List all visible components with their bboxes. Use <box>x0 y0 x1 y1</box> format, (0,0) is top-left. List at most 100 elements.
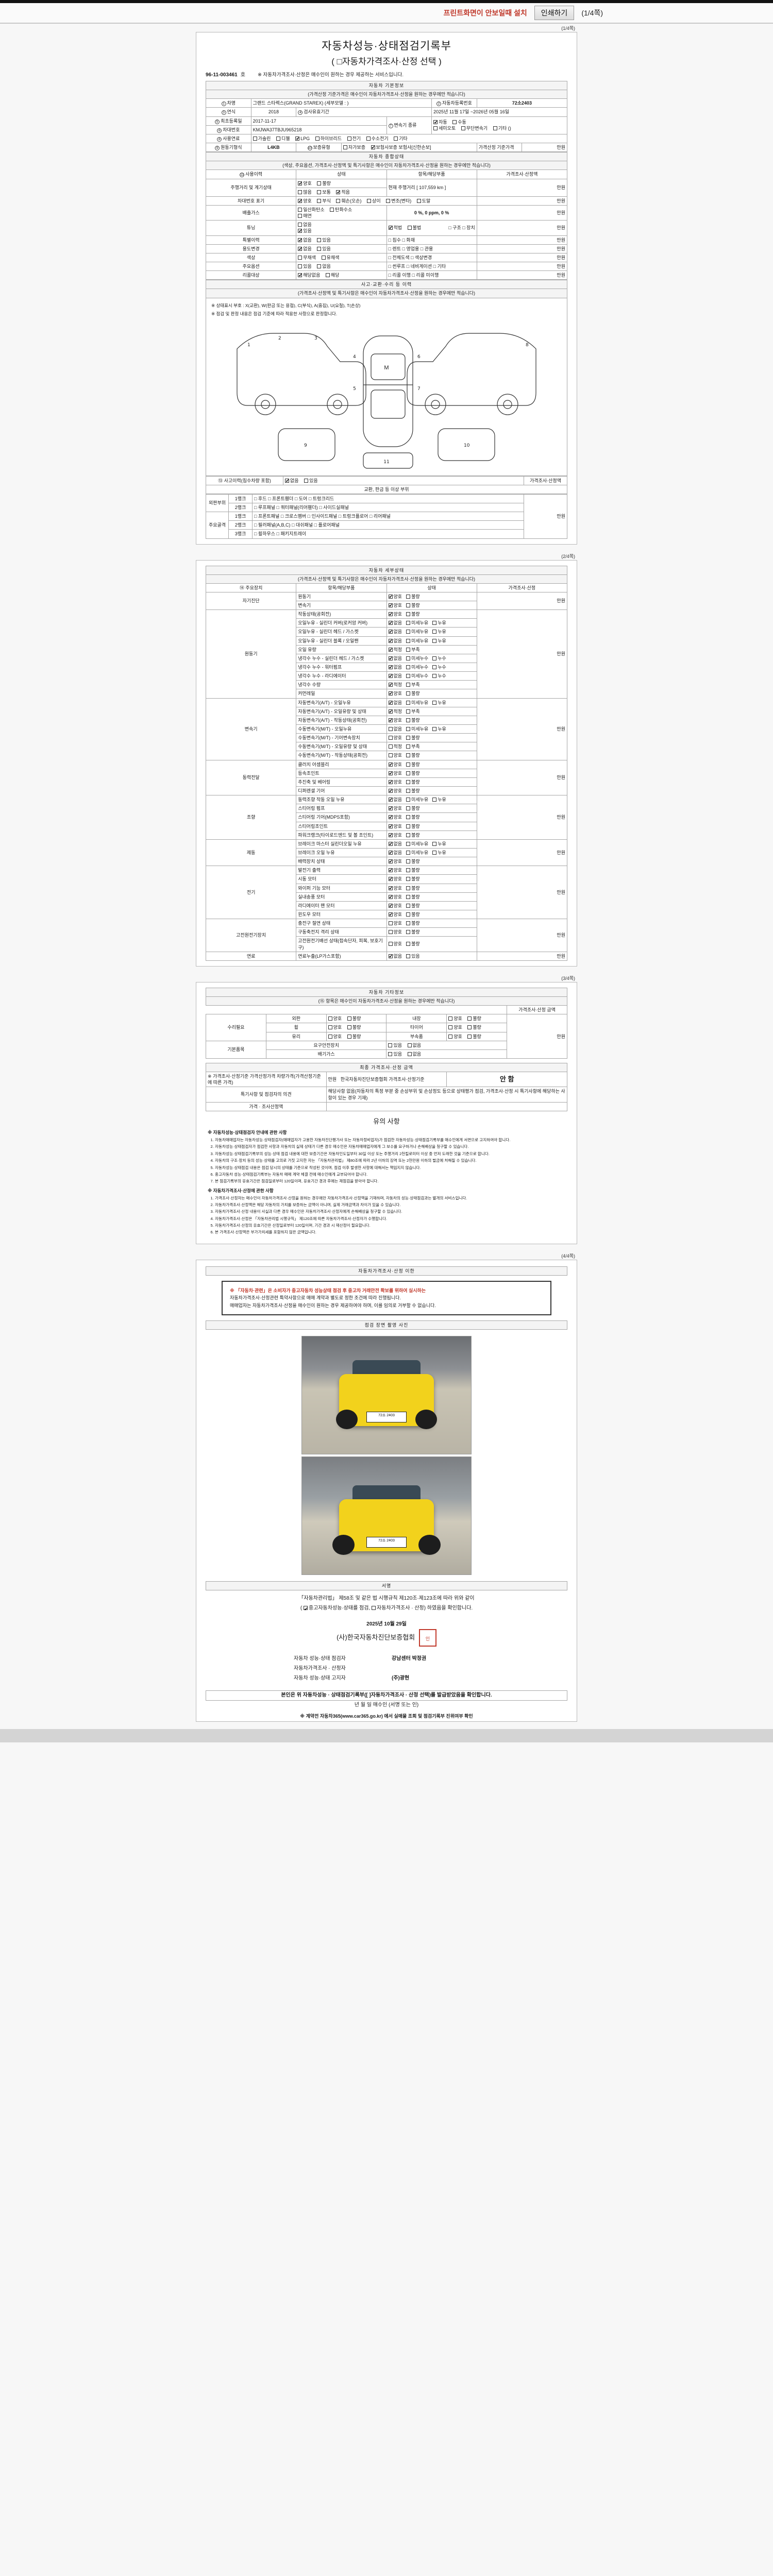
checkbox-fuel-diesel[interactable] <box>276 136 280 141</box>
checkbox-6-2-1[interactable] <box>406 886 411 890</box>
checkbox-warranty-insurer[interactable] <box>371 144 375 150</box>
checkbox-1-9-0[interactable] <box>388 690 393 697</box>
checkbox-transmission-auto[interactable] <box>433 119 438 125</box>
checkbox-6-3-0[interactable] <box>388 894 393 900</box>
checkbox-2-2-0[interactable] <box>388 717 393 723</box>
checkbox-emission-co[interactable] <box>298 207 303 212</box>
checkbox-accident-none[interactable] <box>285 478 290 484</box>
checkbox-7-1-0[interactable] <box>388 930 393 935</box>
checkbox-7-0-1[interactable] <box>406 921 411 926</box>
checkbox-1-5-0[interactable] <box>388 655 393 662</box>
checkbox-color-chromatic[interactable] <box>321 255 326 260</box>
checkbox-exterior-bad[interactable] <box>347 1016 351 1021</box>
checkbox-1-2-0[interactable] <box>388 629 393 635</box>
checkbox-fuel-lpg[interactable] <box>295 135 300 142</box>
checkbox-fuel-hydrogen[interactable] <box>366 136 371 141</box>
checkbox-7-0-0[interactable] <box>388 921 393 926</box>
checkbox-7-1-1[interactable] <box>406 930 411 935</box>
checkbox-options-yes[interactable] <box>298 264 303 268</box>
checkbox-mileage-good[interactable] <box>298 180 303 187</box>
checkbox-2-1-0[interactable] <box>388 708 393 715</box>
checkbox-special-yes[interactable] <box>317 238 322 242</box>
checkbox-6-0-0[interactable] <box>388 867 393 873</box>
checkbox-vin-different[interactable] <box>367 198 372 203</box>
checkbox-transmission-manual[interactable] <box>452 120 457 125</box>
checkbox-6-1-1[interactable] <box>406 877 411 882</box>
checkbox-vin-painted[interactable] <box>416 198 421 203</box>
checkbox-performance-check[interactable] <box>303 1605 308 1614</box>
checkbox-1-3-1[interactable] <box>406 638 411 643</box>
checkbox-1-9-1[interactable] <box>406 691 411 696</box>
checkbox-0-1-0[interactable] <box>388 602 393 608</box>
checkbox-8-0-0[interactable] <box>388 953 393 959</box>
checkbox-5-1-1[interactable] <box>406 851 411 855</box>
checkbox-3-2-0[interactable] <box>388 779 393 785</box>
checkbox-warranty-self[interactable] <box>343 145 347 149</box>
checkbox-1-1-0[interactable] <box>388 620 393 626</box>
checkbox-0-1-1[interactable] <box>406 603 411 608</box>
checkbox-1-5-2[interactable] <box>432 656 437 660</box>
checkbox-7-2-0[interactable] <box>388 942 393 946</box>
checkbox-1-4-0[interactable] <box>388 647 393 653</box>
checkbox-exhaust-no[interactable] <box>407 1052 412 1056</box>
checkbox-5-0-2[interactable] <box>432 841 437 846</box>
checkbox-vin-good[interactable] <box>298 198 303 204</box>
checkbox-transmission-other[interactable] <box>493 126 497 131</box>
checkbox-wheel-good[interactable] <box>328 1025 332 1030</box>
checkbox-price-survey[interactable] <box>372 1606 376 1611</box>
checkbox-usage-yes[interactable] <box>317 246 322 251</box>
checkbox-fuel-gasoline[interactable] <box>253 136 257 141</box>
checkbox-3-2-1[interactable] <box>406 779 411 784</box>
checkbox-mileage-many[interactable] <box>298 190 303 194</box>
checkbox-1-1-1[interactable] <box>406 621 411 625</box>
checkbox-6-5-1[interactable] <box>406 912 411 917</box>
checkbox-2-0-2[interactable] <box>432 700 437 705</box>
checkbox-3-1-0[interactable] <box>388 770 393 776</box>
checkbox-tire-bad[interactable] <box>467 1025 472 1030</box>
checkbox-transmission-cvt[interactable] <box>461 126 465 131</box>
checkbox-fuel-electric[interactable] <box>347 136 351 141</box>
checkbox-3-1-1[interactable] <box>406 771 411 775</box>
checkbox-fuel-hybrid[interactable] <box>315 136 320 141</box>
checkbox-6-4-1[interactable] <box>406 903 411 908</box>
checkbox-0-0-0[interactable] <box>388 594 393 600</box>
checkbox-exterior-good[interactable] <box>328 1016 332 1021</box>
checkbox-tuning-legal[interactable] <box>388 225 393 231</box>
checkbox-1-6-2[interactable] <box>432 665 437 670</box>
checkbox-options-no[interactable] <box>317 264 322 268</box>
checkbox-4-2-1[interactable] <box>406 815 411 820</box>
checkbox-0-0-1[interactable] <box>406 594 411 599</box>
checkbox-4-1-0[interactable] <box>388 805 393 811</box>
checkbox-4-0-1[interactable] <box>406 798 411 802</box>
checkbox-tuning-illegal[interactable] <box>407 226 412 230</box>
checkbox-2-3-0[interactable] <box>388 727 393 732</box>
checkbox-1-7-2[interactable] <box>432 674 437 679</box>
checkbox-1-3-0[interactable] <box>388 638 393 644</box>
checkbox-vin-damage[interactable] <box>336 198 341 203</box>
checkbox-emission-smoke[interactable] <box>298 214 303 218</box>
checkbox-glass-good[interactable] <box>328 1034 332 1039</box>
checkbox-2-6-0[interactable] <box>388 753 393 758</box>
checkbox-2-5-1[interactable] <box>406 744 411 749</box>
checkbox-transmission-semiauto[interactable] <box>433 126 438 131</box>
checkbox-3-3-1[interactable] <box>406 789 411 793</box>
checkbox-vin-altered[interactable] <box>386 198 391 203</box>
checkbox-exhaust-yes[interactable] <box>388 1052 393 1056</box>
checkbox-1-3-2[interactable] <box>432 638 437 643</box>
checkbox-3-0-1[interactable] <box>406 762 411 767</box>
checkbox-2-6-1[interactable] <box>406 753 411 758</box>
checkbox-6-2-0[interactable] <box>388 885 393 891</box>
checkbox-6-0-1[interactable] <box>406 868 411 873</box>
checkbox-color-achromatic[interactable] <box>298 255 303 260</box>
checkbox-1-8-0[interactable] <box>388 682 393 688</box>
checkbox-4-3-0[interactable] <box>388 823 393 829</box>
checkbox-accessory-bad[interactable] <box>467 1034 472 1039</box>
checkbox-3-0-0[interactable] <box>388 761 393 768</box>
checkbox-2-2-1[interactable] <box>406 718 411 722</box>
checkbox-4-0-2[interactable] <box>432 798 437 802</box>
checkbox-accessory-good[interactable] <box>448 1034 453 1039</box>
checkbox-1-5-1[interactable] <box>406 656 411 660</box>
checkbox-1-8-1[interactable] <box>406 683 411 687</box>
print-button[interactable]: 인쇄하기 <box>534 6 575 20</box>
checkbox-recall-yes[interactable] <box>325 273 330 278</box>
